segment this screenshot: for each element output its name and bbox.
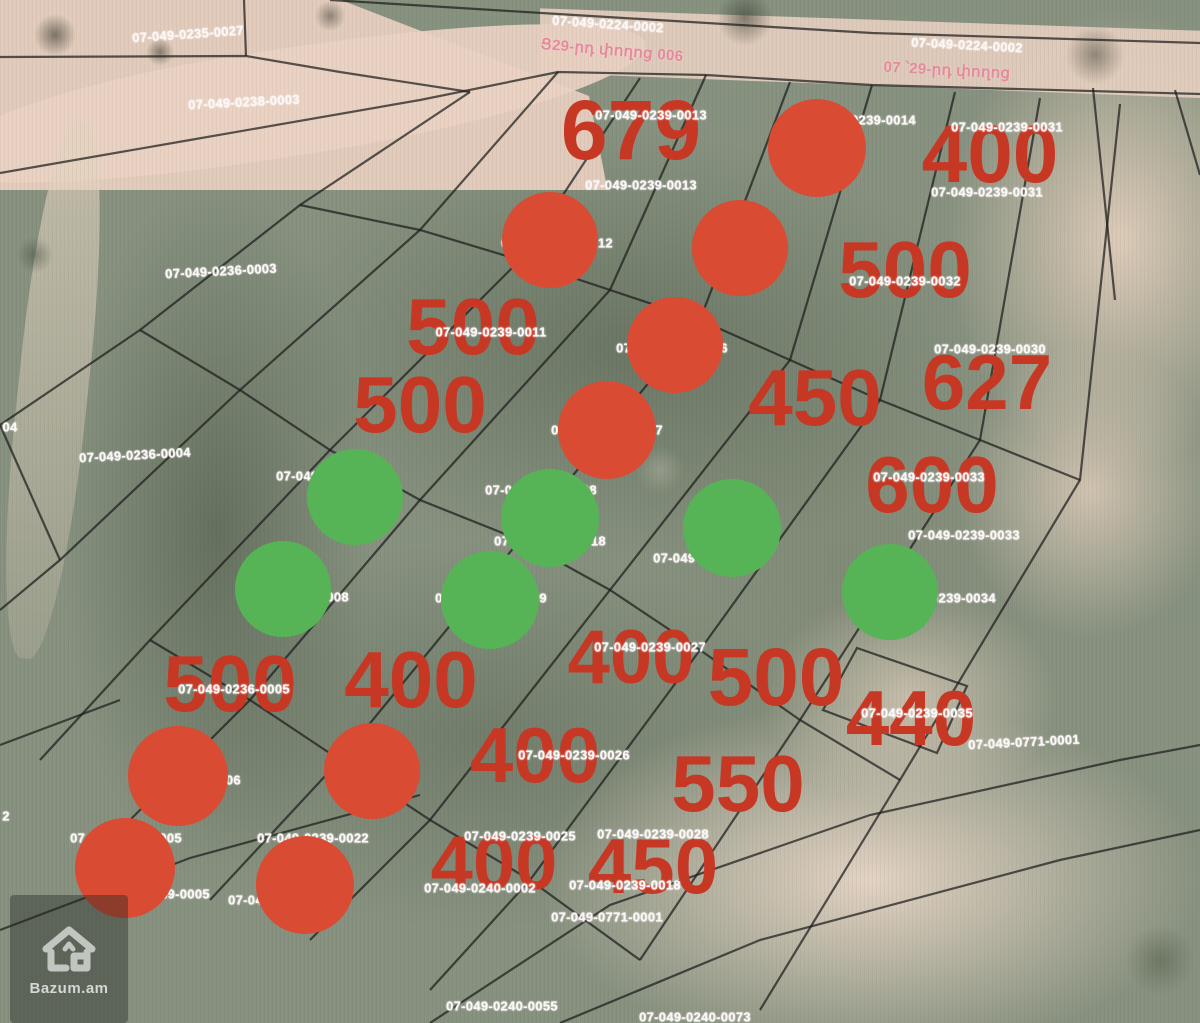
parcel-id-label: 07-049-0239-0011 [435, 324, 547, 340]
available-marker-green [842, 544, 938, 640]
parcel-id-label: 2 [2, 808, 10, 824]
parcel-id-label: 07-049-0239-0032 [849, 273, 961, 289]
parcel-id-label: 04 [2, 419, 18, 435]
parcel-id-label: 07-049-0239-0033 [873, 469, 985, 485]
watermark: Bazum.am [10, 895, 128, 1023]
price-label: 400 [344, 635, 478, 724]
price-label: 500 [163, 639, 297, 728]
price-label: 450 [748, 353, 882, 442]
parcel-id-label: 07-049-0239-0035 [861, 705, 973, 721]
parcel-id-label: 07-049-0239-0031 [931, 184, 1043, 200]
available-marker-green [501, 469, 599, 567]
available-marker-green [307, 449, 403, 545]
price-label: 600 [865, 440, 999, 529]
price-label: 500 [838, 225, 972, 314]
available-marker-green [235, 541, 331, 637]
sold-marker-red [627, 297, 723, 393]
sold-marker-red [768, 99, 866, 197]
parcel-id-label: 07-049-0240-0055 [446, 998, 558, 1014]
sold-marker-red [75, 818, 175, 918]
parcel-id-label: 07-049-0239-0025 [464, 828, 576, 844]
parcel-id-label: 07-049-0239-0030 [934, 341, 1046, 357]
available-marker-green [683, 479, 781, 577]
parcel-id-label: 07-049-0771-0001 [551, 909, 663, 925]
sold-marker-red [692, 200, 788, 296]
sold-marker-red [128, 726, 228, 826]
parcel-id-label: 07-049-0239-0013 [585, 177, 697, 193]
sold-marker-red [558, 381, 656, 479]
parcel-id-label: 07-049-0240-0002 [424, 880, 536, 896]
parcel-id-label: 07-049-0239-0027 [594, 639, 706, 655]
watermark-brand: Bazum.am [29, 979, 109, 997]
parcel-id-label: 07-049-0236-0005 [178, 681, 290, 697]
price-label: 500 [707, 632, 845, 723]
price-label: 550 [671, 739, 805, 828]
parcel-id-label: 07-049-0239-0018 [569, 877, 681, 893]
parcel-id-label: 07-049-0239-0033 [908, 527, 1020, 543]
available-marker-green [441, 551, 539, 649]
parcel-id-label: 07-049-0239-0031 [951, 119, 1063, 135]
parcel-id-label: 07-049-0240-0073 [639, 1009, 751, 1023]
price-label: 500 [353, 360, 487, 449]
price-label: 400 [567, 615, 695, 700]
sold-marker-red [256, 836, 354, 934]
house-logo-icon [42, 926, 96, 971]
price-label: 679 [560, 83, 702, 177]
parcel-id-label: 07-049-0239-0013 [595, 107, 707, 123]
parcel-id-label: 07-049-0239-0026 [518, 747, 630, 763]
price-label: 500 [406, 282, 540, 371]
sold-marker-red [324, 723, 420, 819]
sold-marker-red [502, 192, 598, 288]
parcel-id-label: 07-049-0239-0028 [597, 826, 709, 842]
